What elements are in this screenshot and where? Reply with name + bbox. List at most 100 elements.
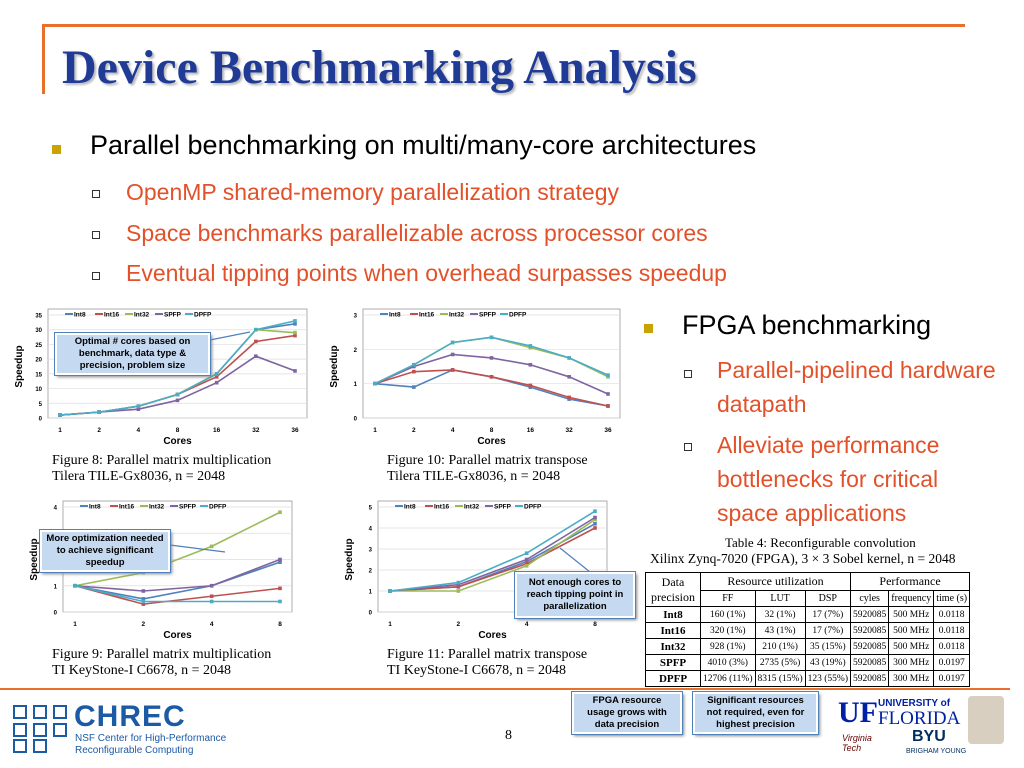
point (567, 375, 571, 379)
table: Data precision Resource utilization Perfor… (645, 572, 971, 687)
callout-pointer (169, 544, 226, 553)
legend-label: DPFP (524, 504, 542, 511)
sub-bullet: Space benchmarks parallelizable across p… (126, 220, 708, 246)
series-line (74, 561, 281, 600)
byu-logo: BYU (912, 728, 946, 745)
figure-caption: Tilera TILE-Gx8036, n = 2048 (52, 469, 225, 484)
legend-label: SPFP (479, 312, 497, 319)
point (209, 544, 214, 549)
y-tick-label: 4 (369, 527, 373, 533)
bullet-marker (52, 145, 61, 154)
series-line (74, 584, 280, 603)
y-axis-label: Speedup (329, 345, 340, 387)
series-line (74, 558, 281, 592)
legend-label: Int8 (89, 504, 101, 511)
table-cell: 928 (1%) (700, 638, 756, 655)
point (278, 557, 282, 562)
point (489, 335, 494, 340)
uf-text: FLORIDA (878, 708, 961, 729)
point (254, 327, 258, 332)
y-axis-label: Speedup (29, 538, 40, 580)
y-tick-label: 30 (35, 328, 42, 334)
bullet: FPGA benchmarking (682, 310, 932, 340)
point (450, 340, 455, 345)
legend-label: SPFP (164, 312, 182, 319)
y-tick-label: 1 (354, 382, 358, 388)
table-row: Int16 320 (1%) 43 (1%) 17 (7%) 5920085 500 MH… (645, 622, 971, 639)
legend-label: Int8 (74, 312, 86, 319)
y-tick-label: 35 (35, 314, 42, 320)
point (412, 369, 416, 374)
vt-text: Tech (842, 743, 862, 753)
x-tick-label: 32 (566, 427, 574, 434)
org-sub-line: Reconfigurable Computing (75, 745, 194, 756)
table-cell: 300 MHz (888, 670, 935, 687)
legend-label: DPFP (194, 312, 212, 319)
table-cell: 320 (1%) (700, 622, 756, 639)
org-name: CHREC (74, 700, 186, 733)
y-tick-label: 0 (39, 417, 43, 423)
x-tick-label: 2 (412, 427, 416, 434)
x-tick-label: 1 (388, 621, 392, 628)
point (209, 594, 214, 599)
table-cell: 123 (55%) (804, 670, 852, 687)
point (593, 522, 597, 526)
point (456, 580, 461, 585)
legend-label: Int32 (149, 504, 165, 511)
point (97, 410, 101, 414)
sub-marker (92, 231, 100, 239)
point (141, 570, 146, 575)
bottom-rule (0, 688, 1010, 690)
point (293, 369, 297, 373)
side-rule (42, 24, 45, 94)
slide-title: Device Benchmarking Analysis (62, 41, 697, 94)
point (214, 372, 219, 376)
table-cell: 0.0118 (933, 638, 971, 655)
point (528, 383, 533, 388)
legend-label: Int32 (464, 504, 480, 511)
table-row: Int32 928 (1%) 210 (1%) 35 (15%) 5920085 500 … (645, 638, 971, 655)
point (254, 354, 258, 358)
table-cell: 0.0118 (933, 606, 971, 623)
chrec-logo-grid (13, 705, 67, 753)
table-cell: frequency (888, 590, 935, 607)
point (567, 356, 571, 360)
x-axis-label: Cores (163, 630, 192, 641)
vt-logo: Virginia Tech (842, 733, 872, 753)
sub-marker (684, 443, 692, 451)
point (388, 589, 392, 593)
sub-marker (92, 190, 100, 198)
point (293, 333, 297, 338)
table-row: SPFP 4010 (3%) 2735 (5%) 43 (19%) 5920085 300… (645, 654, 971, 671)
table-cell: 500 MHz (888, 622, 935, 639)
point (293, 319, 297, 323)
table-cell: cyles (850, 590, 890, 607)
table-cell: Resource utilization (699, 572, 852, 591)
table-cell: 5920085 (850, 638, 890, 655)
point (278, 560, 282, 564)
x-axis-label: Cores (478, 630, 507, 641)
x-tick-label: 8 (490, 427, 494, 434)
callout: More optimization needed to achieve sign… (39, 529, 171, 573)
legend-label: Int32 (449, 312, 465, 319)
table-cell: Performance (850, 572, 971, 591)
table-cell: Data precision (645, 572, 701, 607)
y-tick-label: 2 (354, 348, 358, 354)
series-line (390, 518, 596, 592)
x-tick-label: 1 (73, 621, 77, 628)
x-tick-label: 16 (213, 427, 221, 434)
sub-marker (92, 272, 100, 280)
x-tick-label: 4 (210, 621, 214, 628)
x-tick-label: 4 (525, 621, 529, 628)
table-caption: Table 4: Reconfigurable convolution Xili… (650, 535, 1005, 567)
y-tick-label: 3 (369, 548, 373, 554)
legend-label: Int8 (389, 312, 401, 319)
table-cell: 5920085 (850, 654, 890, 671)
vt-text: Virginia (842, 733, 872, 743)
legend-label: SPFP (494, 504, 512, 511)
point (456, 589, 461, 593)
point (214, 375, 219, 379)
series-line (74, 584, 281, 605)
point (606, 392, 610, 396)
